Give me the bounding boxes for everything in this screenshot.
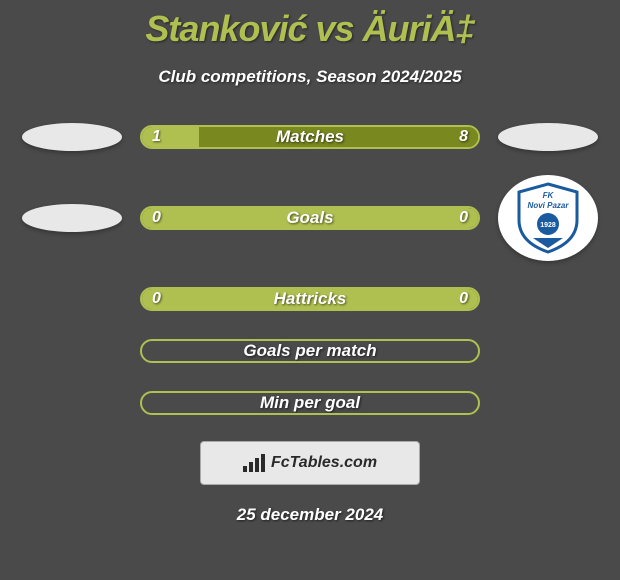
stat-label: Goals per match xyxy=(142,341,478,361)
stat-right-value: 0 xyxy=(459,289,468,309)
stat-row: 0 Hattricks 0 xyxy=(0,285,620,313)
stat-label: Min per goal xyxy=(142,393,478,413)
stat-label: Hattricks xyxy=(142,289,478,309)
right-team-ellipse xyxy=(498,123,598,151)
stat-bar: Goals per match xyxy=(140,339,480,363)
right-team-crest-wrap: FK Novi Pazar 1928 xyxy=(498,175,598,261)
stat-right-value: 0 xyxy=(459,208,468,228)
spacer xyxy=(22,389,122,417)
svg-text:Novi Pazar: Novi Pazar xyxy=(528,201,570,210)
page-subtitle: Club competitions, Season 2024/2025 xyxy=(0,67,620,87)
brand-label: FcTables.com xyxy=(271,454,377,472)
stat-label: Matches xyxy=(142,127,478,147)
page-title: Stanković vs ÄuriÄ‡ xyxy=(0,0,620,50)
spacer xyxy=(22,285,122,313)
stat-row: 1 Matches 8 xyxy=(0,123,620,151)
stat-bar: 0 Goals 0 xyxy=(140,206,480,230)
stat-right-value: 8 xyxy=(459,127,468,147)
spacer xyxy=(498,285,598,313)
stat-row: Goals per match xyxy=(0,337,620,365)
left-team-ellipse xyxy=(22,204,122,232)
date-label: 25 december 2024 xyxy=(0,505,620,525)
stat-label: Goals xyxy=(142,208,478,228)
comparison-rows: 1 Matches 8 0 Goals 0 FK Novi Pazar 1928 xyxy=(0,123,620,417)
stat-bar: Min per goal xyxy=(140,391,480,415)
stat-row: 0 Goals 0 FK Novi Pazar 1928 xyxy=(0,175,620,261)
left-team-ellipse xyxy=(22,123,122,151)
spacer xyxy=(498,337,598,365)
svg-text:FK: FK xyxy=(543,191,555,200)
stat-bar: 1 Matches 8 xyxy=(140,125,480,149)
brand-box: FcTables.com xyxy=(200,441,420,485)
stat-bar: 0 Hattricks 0 xyxy=(140,287,480,311)
club-crest: FK Novi Pazar 1928 xyxy=(515,182,581,254)
svg-text:1928: 1928 xyxy=(540,222,556,229)
spacer xyxy=(498,389,598,417)
stat-row: Min per goal xyxy=(0,389,620,417)
spacer xyxy=(22,337,122,365)
bars-icon xyxy=(243,454,265,472)
